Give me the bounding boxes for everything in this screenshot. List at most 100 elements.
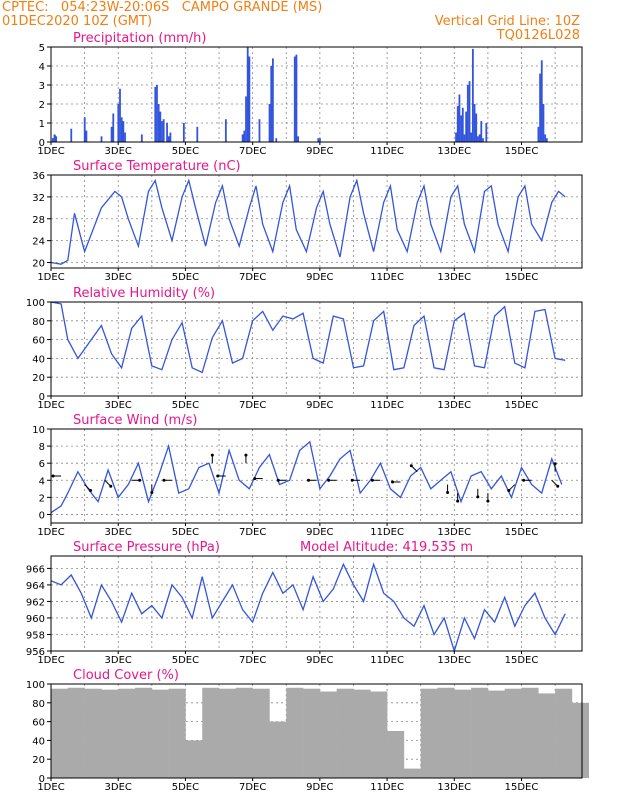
precip-bar (477, 136, 479, 142)
x-tick-label: 3DEC (105, 146, 132, 157)
precip-bar (545, 138, 548, 142)
cloud-bar (202, 687, 220, 778)
x-tick-label: 1DEC (37, 527, 64, 538)
precip-bar (295, 54, 298, 142)
cloud-bar (219, 688, 237, 778)
humidity-title: Relative Humidity (%) (73, 286, 215, 301)
precip-bar (119, 88, 121, 142)
precip-bar (465, 111, 468, 142)
x-tick-label: 11DEC (370, 146, 404, 157)
wind-vector-head (138, 478, 142, 482)
precip-bar (182, 123, 185, 142)
plot-frame (50, 683, 583, 779)
plot-frame (50, 428, 583, 524)
x-tick-label: 1DEC (37, 655, 64, 666)
precip-bar (156, 85, 158, 142)
y-tick-label: 10 (32, 425, 45, 436)
precip-bar (471, 48, 474, 142)
x-tick-label: 11DEC (370, 272, 404, 283)
precip-bar (537, 126, 540, 142)
header-station: CPTEC: 054:23W-20:06S CAMPO GRANDE (MS) (2, 0, 323, 15)
cloud-bar (454, 689, 472, 778)
cloud-bar (471, 687, 489, 778)
x-tick-label: 7DEC (239, 655, 266, 666)
y-tick-label: 60 (32, 336, 45, 347)
wind-vector-head (522, 478, 526, 482)
precip-bar (154, 86, 157, 142)
wind-vector-head (391, 480, 395, 484)
x-tick-label: 13DEC (437, 527, 471, 538)
cloud-bar (252, 688, 270, 778)
x-tick-label: 15DEC (505, 655, 539, 666)
precip-bar (122, 121, 125, 142)
x-tick-label: 15DEC (505, 146, 539, 157)
y-tick-label: 962 (26, 597, 45, 608)
x-tick-label: 3DEC (105, 400, 132, 411)
wind-vector-head (216, 474, 220, 478)
y-tick-label: 20 (32, 373, 45, 384)
y-tick-label: 24 (32, 237, 45, 248)
precip-bar (540, 60, 543, 142)
cloud-bar (319, 691, 337, 778)
wind-vector-head (556, 484, 560, 488)
precip-bar (293, 56, 296, 142)
x-tick-label: 13DEC (437, 272, 471, 283)
wind-vector-head (150, 491, 154, 495)
precip-bar (70, 128, 73, 142)
precip-bar (258, 119, 261, 142)
precip-bar (485, 123, 488, 142)
cloud-bar (185, 740, 203, 778)
precip-bar (112, 113, 115, 142)
y-tick-label: 80 (32, 317, 45, 328)
precip-bar (169, 132, 172, 142)
y-tick-label: 5 (39, 43, 45, 54)
cloud-bar (336, 688, 354, 778)
y-tick-label: 4 (39, 62, 45, 73)
header-model-id: TQ0126L028 (496, 28, 580, 43)
precip-bar (83, 117, 86, 142)
cloud-bar (168, 688, 186, 778)
wind-vector-head (210, 453, 214, 457)
plot-frame (50, 174, 583, 269)
cloud-bar (67, 687, 85, 778)
y-tick-label: 80 (32, 699, 45, 710)
header-grid-line: Vertical Grid Line: 10Z (434, 14, 580, 29)
x-tick-label: 13DEC (437, 782, 471, 793)
precip-bar (224, 119, 227, 142)
precip-bar (124, 132, 126, 142)
cloud-bar (403, 768, 421, 778)
precip-bar (55, 136, 58, 142)
precip-title: Precipitation (mm/h) (73, 31, 206, 46)
cloud-bar (387, 731, 405, 778)
wind-panel: 0 2 4 6 8 10 1DEC 3DEC 5DEC 7DEC 9DEC 11DEC 13DEC 15D… (32, 413, 583, 538)
precip-bar (458, 94, 461, 142)
precip-bar (463, 134, 466, 142)
wind-vector-head (89, 489, 93, 493)
x-tick-label: 5DEC (172, 655, 199, 666)
x-tick-label: 3DEC (105, 527, 132, 538)
x-tick-label: 13DEC (437, 655, 471, 666)
precip-bar (161, 121, 163, 142)
x-tick-label: 1DEC (37, 782, 64, 793)
precip-bar (51, 138, 54, 142)
cloud-bar (538, 693, 556, 778)
x-tick-label: 13DEC (437, 146, 471, 157)
y-tick-label: 0 (39, 138, 45, 149)
wind-vector-head (476, 495, 480, 499)
plot-frame (50, 555, 583, 652)
wind-vector-head (350, 478, 354, 482)
humidity-series-line (50, 301, 566, 374)
x-tick-label: 9DEC (306, 146, 333, 157)
y-tick-label: 6 (39, 459, 45, 470)
temperature-series-line (50, 178, 566, 265)
x-tick-label: 1DEC (37, 400, 64, 411)
precip-bar (100, 136, 103, 142)
y-tick-label: 100 (26, 298, 45, 309)
cloud-bar (420, 688, 438, 778)
precip-bar (166, 123, 168, 142)
wind-title: Surface Wind (m/s) (73, 413, 197, 428)
x-tick-label: 5DEC (172, 400, 199, 411)
y-tick-label: 8 (39, 442, 45, 453)
cloud-bar (353, 689, 371, 778)
precip-bar (297, 136, 300, 142)
